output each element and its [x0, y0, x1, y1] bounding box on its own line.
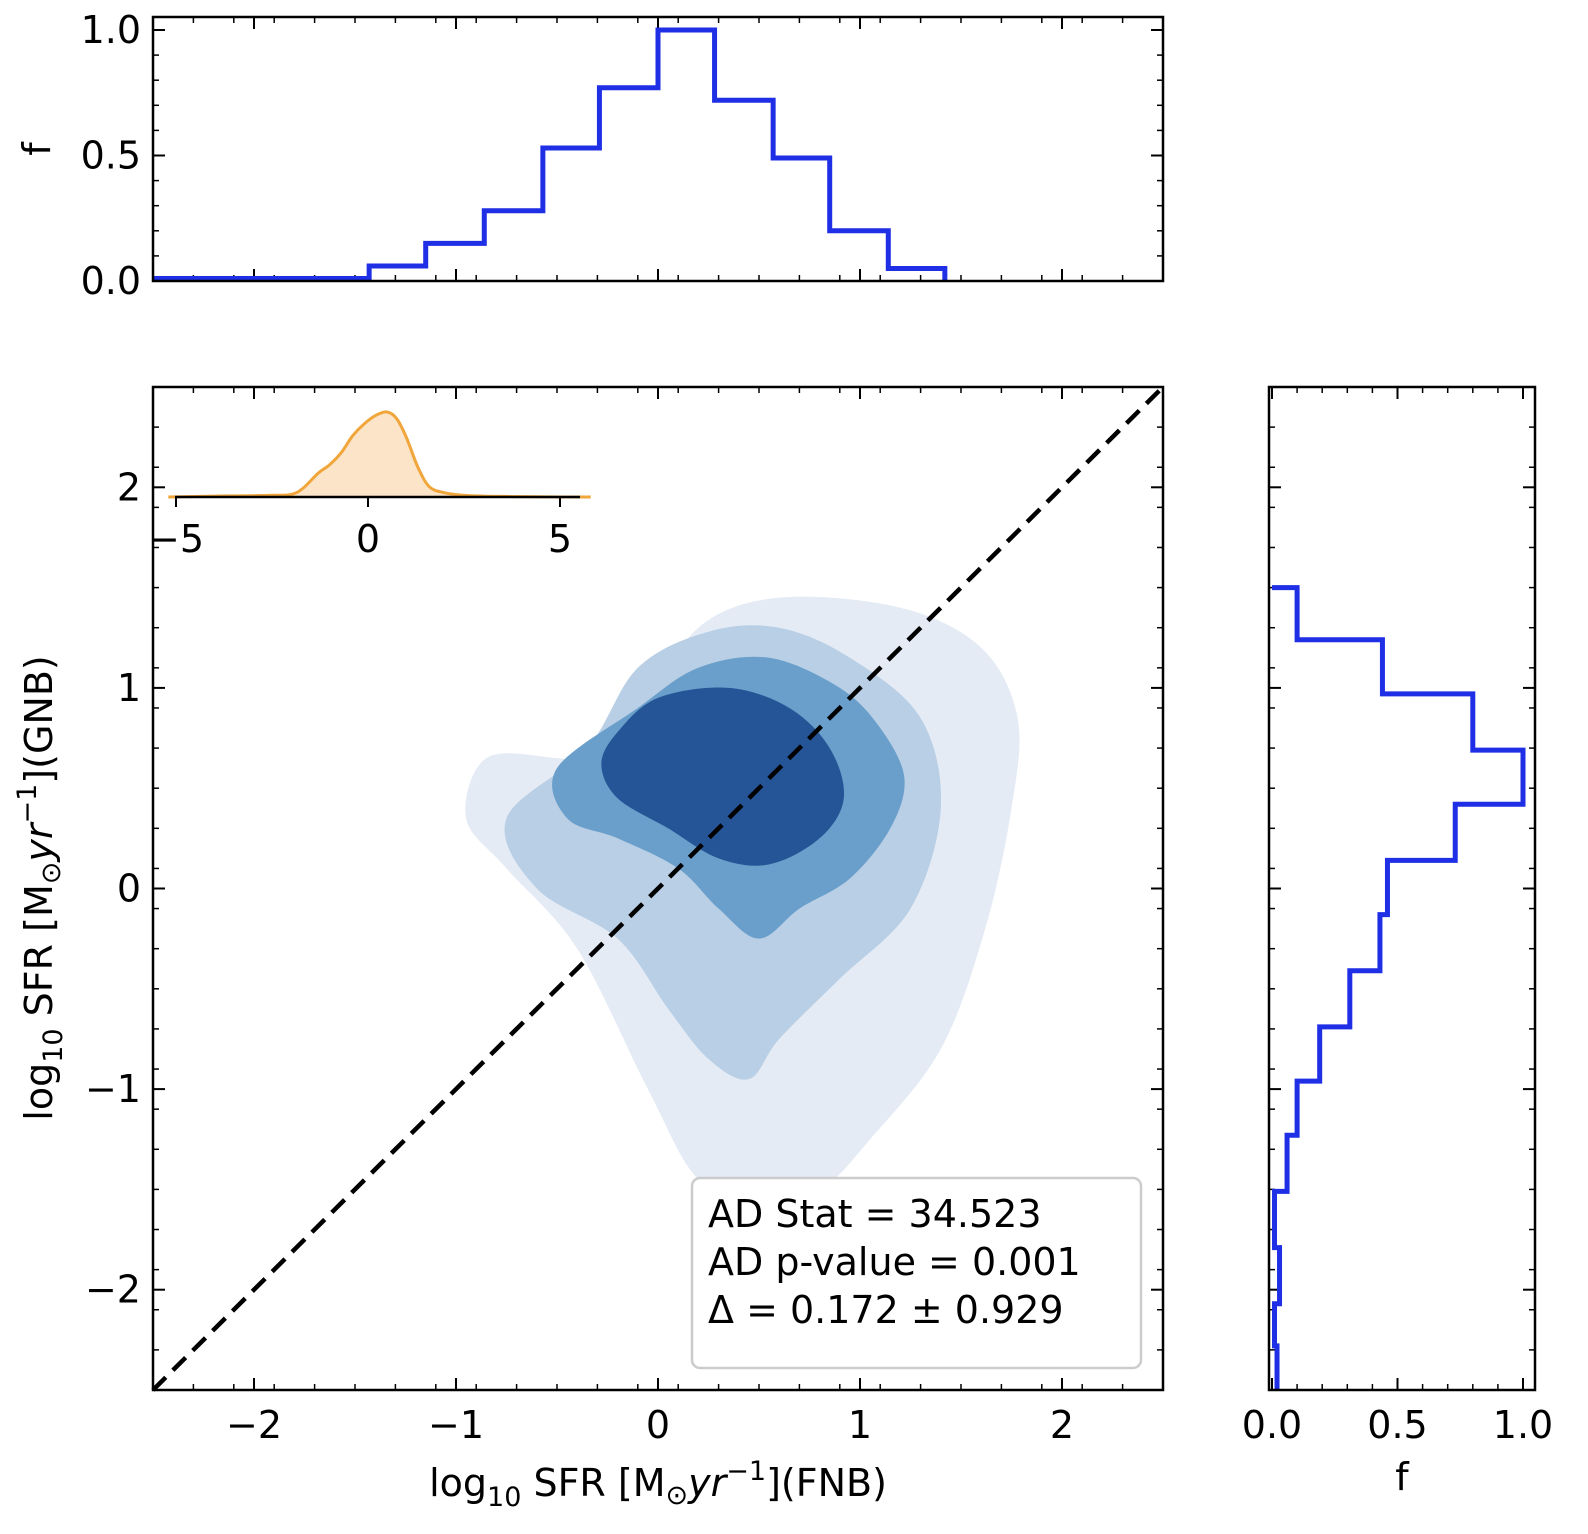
ylabel-yr: yr — [17, 821, 61, 862]
xlabel-mid: SFR [M — [521, 1461, 665, 1505]
xlabel-sup: −1 — [726, 1456, 766, 1487]
main-ytick-label: 0 — [117, 867, 141, 911]
right-xtick-label: 0.5 — [1367, 1403, 1427, 1447]
main-xtick-label: −1 — [428, 1403, 484, 1447]
ylabel-sub: 10 — [38, 1028, 69, 1062]
top-histogram-ytick-labels: 0.0 0.5 1.0 — [81, 8, 141, 303]
stats-box-frame — [690, 1176, 1143, 1370]
density-level-4 — [601, 687, 845, 866]
xlabel-yr: yr — [687, 1461, 728, 1505]
top-histogram-frame — [151, 15, 1165, 283]
inset-xtick-label: 5 — [548, 517, 572, 561]
stats-delta: Δ = 0.172 ± 0.929 — [708, 1288, 1064, 1332]
main-xtick-label: −2 — [226, 1403, 282, 1447]
stats-box: AD Stat = 34.523 AD p-value = 0.001 Δ = … — [690, 1176, 1143, 1370]
inset-kde-line — [168, 410, 591, 499]
inset-xtick-label: −5 — [148, 517, 204, 561]
top-ytick-label: 0.5 — [81, 134, 141, 178]
main-ytick-label: 1 — [117, 666, 141, 710]
ylabel-sup: −1 — [12, 784, 43, 824]
main-ytick-label: −1 — [85, 1067, 141, 1111]
xlabel-sub: 10 — [487, 1482, 521, 1513]
right-xtick-label: 1.0 — [1493, 1403, 1553, 1447]
right-histogram-xtick-labels: 0.0 0.5 1.0 — [1242, 1403, 1553, 1447]
inset-kde-fill — [168, 411, 591, 498]
top-ytick-label: 1.0 — [81, 8, 141, 52]
main-xtick-label: 1 — [848, 1403, 872, 1447]
identity-line — [151, 385, 1165, 1392]
main-ytick-label: −2 — [85, 1268, 141, 1312]
top-histogram-panel: 0.0 0.5 1.0 f — [15, 8, 1165, 303]
inset-kde: −5 0 5 — [148, 410, 591, 561]
xlabel-tail: ](FNB) — [766, 1461, 887, 1505]
main-ytick-label: 2 — [117, 465, 141, 509]
main-frame — [151, 385, 1165, 1392]
right-histogram-frame — [1267, 385, 1537, 1392]
right-histogram-step — [1272, 585, 1526, 1390]
right-histogram-ticks — [1269, 386, 1535, 1391]
inset-xtick-label: 0 — [356, 517, 380, 561]
main-xtick-label: 0 — [646, 1403, 670, 1447]
ylabel-tail: ](GNB) — [17, 655, 61, 783]
inset-kde-ticks: −5 0 5 — [148, 497, 572, 561]
ylabel-mid: SFR [M — [17, 884, 61, 1028]
top-ytick-label: 0.0 — [81, 259, 141, 303]
main-ytick-labels: −2 −1 0 1 2 — [85, 465, 141, 1311]
right-xtick-label: 0.0 — [1242, 1403, 1302, 1447]
main-xlabel: log10 SFR [M⊙yr−1](FNB) — [429, 1456, 887, 1513]
main-xtick-labels: −2 −1 0 1 2 — [226, 1403, 1074, 1447]
top-histogram-ylabel: f — [15, 141, 59, 156]
main-ylabel: log10 SFR [M⊙yr−1](GNB) — [12, 655, 69, 1120]
main-panel: −2 −1 0 1 2 −2 −1 0 1 2 −5 0 5 AD Stat = 34.523 AD… — [12, 385, 1165, 1513]
stats-ad-pvalue: AD p-value = 0.001 — [708, 1240, 1081, 1284]
ylabel-log: log — [17, 1063, 61, 1121]
right-histogram-xlabel: f — [1395, 1455, 1410, 1499]
main-xtick-label: 2 — [1050, 1403, 1074, 1447]
stats-ad-stat: AD Stat = 34.523 — [708, 1192, 1042, 1236]
top-histogram-step — [153, 27, 948, 281]
right-histogram-panel: 0.0 0.5 1.0 f — [1242, 385, 1553, 1499]
density-contours — [465, 596, 1020, 1200]
ylabel-odot: ⊙ — [36, 862, 67, 885]
xlabel-log: log — [429, 1461, 487, 1505]
xlabel-odot: ⊙ — [666, 1480, 689, 1511]
